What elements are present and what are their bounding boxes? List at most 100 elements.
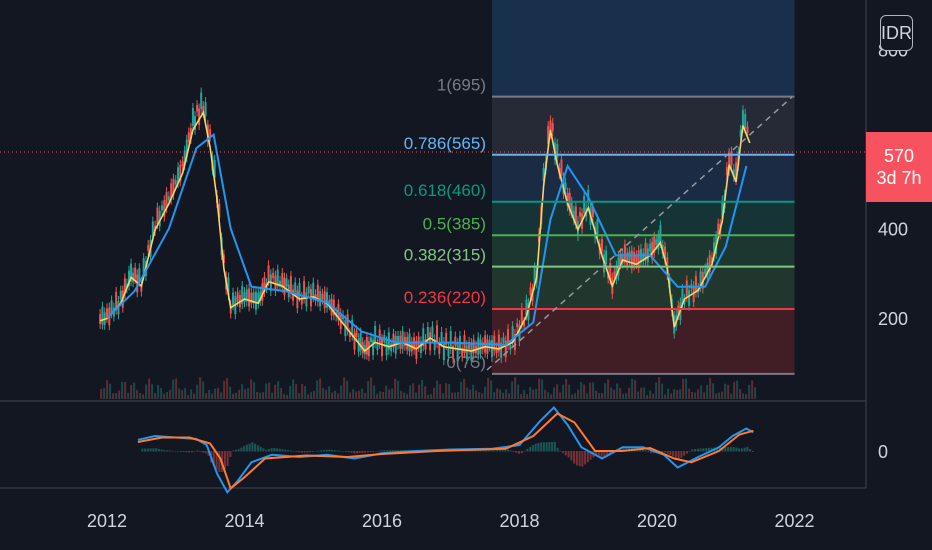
volume-bar: [457, 391, 460, 399]
volume-bar: [433, 387, 436, 399]
macd-histogram-bar: [551, 441, 554, 452]
volume-bar: [490, 380, 493, 399]
volume-bar: [430, 394, 433, 399]
macd-histogram-bar: [603, 451, 606, 459]
macd-histogram-bar: [751, 451, 754, 452]
volume-bar: [622, 393, 625, 399]
macd-histogram-bar: [707, 447, 710, 452]
candle-body: [115, 291, 118, 310]
volume-bar: [559, 392, 562, 399]
volume-bar: [463, 378, 466, 399]
macd-histogram-bar: [677, 451, 680, 460]
volume-bar: [754, 387, 757, 399]
macd-histogram-bar: [215, 451, 218, 470]
candle-body: [163, 200, 166, 217]
candle-body: [685, 280, 688, 297]
macd-histogram-bar: [493, 450, 496, 452]
candle-body: [513, 333, 516, 350]
candle-body: [461, 347, 464, 357]
fibonacci-levels[interactable]: 0(75) 0.236(220) 0.382(315) 0.5(385) 0.618(4…: [404, 76, 795, 375]
candle-body: [227, 277, 230, 296]
candle-body: [189, 128, 192, 139]
candle-body: [363, 344, 366, 355]
candle-body: [326, 292, 328, 308]
volume-bar: [577, 389, 580, 399]
macd-histogram-bar: [270, 448, 273, 452]
currency-badge[interactable]: IDR: [880, 15, 913, 51]
macd-histogram-bar: [540, 442, 543, 452]
macd-histogram-bar: [498, 449, 501, 452]
macd-histogram-bar: [674, 451, 677, 458]
macd-histogram-bar: [361, 451, 364, 453]
macd-histogram-bar: [366, 451, 369, 453]
candle-body: [357, 338, 360, 352]
volume-bar: [217, 387, 220, 399]
macd-histogram-bar: [160, 449, 163, 452]
macd-histogram-bar: [295, 451, 298, 452]
candle-body: [123, 278, 126, 294]
volume-bar: [187, 394, 190, 399]
volume-bar: [256, 391, 259, 399]
candle-body: [635, 255, 638, 265]
volume-bar: [292, 379, 295, 399]
candle-body: [312, 282, 315, 298]
candle-body: [655, 239, 658, 245]
candle-body: [542, 167, 545, 181]
candle-body: [613, 271, 616, 278]
volume-bar: [733, 382, 736, 399]
volume-bar: [487, 377, 490, 399]
volume-bar: [748, 385, 751, 399]
candle-body: [493, 335, 496, 351]
candle-body: [644, 242, 647, 261]
volume-bar: [475, 390, 478, 399]
volume-bar: [313, 390, 316, 399]
volume-bar: [271, 392, 274, 399]
volume-bar: [643, 387, 646, 399]
macd-histogram-bar: [520, 451, 523, 454]
candle-body: [744, 113, 747, 129]
macd-histogram-bar: [298, 451, 301, 453]
volume-bar: [160, 388, 163, 399]
candle-body: [520, 308, 523, 325]
candle-body: [285, 278, 288, 287]
candle-body: [429, 332, 432, 351]
volume-bar: [595, 390, 598, 399]
macd-signal-line: [137, 412, 754, 491]
volume-bar: [376, 393, 379, 399]
candle-body: [728, 153, 731, 171]
time-tick-label: 2018: [499, 511, 539, 531]
macd-histogram-bar: [515, 451, 518, 453]
candle-body: [245, 289, 248, 302]
macd-histogram-bar: [694, 448, 697, 452]
time-axis[interactable]: 2012 2014 2016 2018 2020 2022: [87, 511, 815, 531]
volume-bar: [301, 383, 304, 399]
volume-bar: [139, 392, 142, 399]
candle-body: [637, 250, 640, 268]
candle-body: [570, 201, 573, 213]
candle-body: [252, 292, 255, 304]
candle-body: [657, 235, 660, 250]
macd-histogram-bar: [663, 451, 666, 453]
candle-body: [241, 286, 244, 305]
volume-bar: [379, 391, 382, 399]
volume-bar: [589, 382, 592, 399]
volume-bar: [538, 378, 541, 399]
macd-histogram-bar: [322, 449, 325, 452]
macd-histogram-bar: [199, 451, 202, 452]
candle-body: [185, 139, 188, 158]
macd-histogram-bar: [661, 451, 664, 453]
macd-histogram-bar: [185, 451, 188, 453]
fibonacci-trend-line[interactable]: [486, 96, 793, 371]
macd-histogram-bar: [171, 450, 174, 452]
candle-body: [711, 257, 713, 264]
volume-bar: [106, 379, 109, 399]
volume-bar: [568, 384, 571, 399]
candle-body: [374, 325, 377, 344]
candle-body: [261, 283, 264, 301]
volume-bar: [337, 393, 340, 399]
volume-bar: [529, 387, 532, 399]
candle-body: [470, 343, 473, 361]
candle-body: [735, 162, 738, 180]
candle-body: [161, 205, 163, 211]
